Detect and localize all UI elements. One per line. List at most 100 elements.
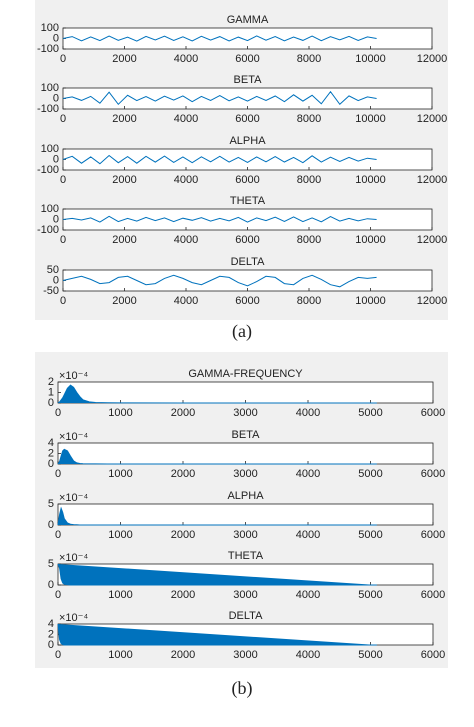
x-tick-label: 4000 bbox=[296, 468, 320, 480]
axes bbox=[57, 381, 434, 404]
axes bbox=[62, 269, 433, 292]
y-multiplier: ×10⁻⁴ bbox=[59, 370, 88, 382]
y-tick-label: 0 bbox=[53, 153, 59, 165]
x-tick-label: 8000 bbox=[297, 53, 321, 65]
signal-line bbox=[62, 274, 377, 288]
x-tick-label: 2000 bbox=[112, 53, 136, 65]
x-tick-label: 10000 bbox=[355, 113, 386, 125]
x-tick-label: 0 bbox=[55, 468, 61, 480]
x-tick-label: 12000 bbox=[417, 295, 448, 307]
y-tick-label: 1 bbox=[48, 386, 54, 398]
x-tick-label: 4000 bbox=[174, 53, 198, 65]
x-tick-label: 4000 bbox=[296, 649, 320, 661]
x-tick-label: 6000 bbox=[421, 468, 445, 480]
y-tick-label: 100 bbox=[41, 82, 59, 94]
x-tick-label: 8000 bbox=[297, 174, 321, 186]
y-multiplier: ×10⁻⁴ bbox=[59, 431, 88, 443]
x-tick-label: 6000 bbox=[421, 589, 445, 601]
y-multiplier: ×10⁻⁴ bbox=[59, 492, 88, 504]
signal-line bbox=[62, 90, 377, 106]
caption: (b) bbox=[232, 678, 253, 699]
x-tick-label: 10000 bbox=[355, 53, 386, 65]
y-tick-label: -50 bbox=[43, 285, 59, 297]
x-tick-label: 0 bbox=[55, 529, 61, 541]
x-tick-label: 2000 bbox=[112, 295, 136, 307]
axes bbox=[62, 148, 433, 171]
y-tick-label: 0 bbox=[48, 579, 54, 591]
x-tick-label: 0 bbox=[60, 174, 66, 186]
y-tick-label: 0 bbox=[53, 213, 59, 225]
x-tick-label: 6000 bbox=[235, 174, 259, 186]
y-tick-label: 50 bbox=[47, 264, 59, 276]
caption: (a) bbox=[232, 321, 252, 342]
y-tick-label: 0 bbox=[48, 519, 54, 531]
signal-line bbox=[62, 215, 377, 223]
signal-line bbox=[62, 35, 377, 42]
x-tick-label: 12000 bbox=[417, 234, 448, 246]
x-tick-label: 5000 bbox=[358, 649, 382, 661]
x-tick-label: 3000 bbox=[233, 468, 257, 480]
spectrum-area bbox=[57, 448, 377, 465]
x-tick-label: 6000 bbox=[421, 649, 445, 661]
x-tick-label: 0 bbox=[60, 234, 66, 246]
y-tick-label: -100 bbox=[37, 164, 59, 176]
signal-line bbox=[62, 154, 377, 165]
x-tick-label: 1000 bbox=[108, 468, 132, 480]
x-tick-label: 12000 bbox=[417, 174, 448, 186]
x-tick-label: 0 bbox=[55, 589, 61, 601]
axes bbox=[57, 503, 434, 526]
x-tick-label: 2000 bbox=[112, 113, 136, 125]
x-tick-label: 0 bbox=[60, 53, 66, 65]
y-tick-label: 2 bbox=[48, 447, 54, 459]
x-tick-label: 3000 bbox=[233, 407, 257, 419]
y-tick-label: 100 bbox=[41, 22, 59, 34]
y-tick-label: 0 bbox=[53, 92, 59, 104]
x-tick-label: 2000 bbox=[171, 589, 195, 601]
x-tick-label: 5000 bbox=[358, 529, 382, 541]
subplot-title: THETA bbox=[230, 195, 266, 207]
x-tick-label: 0 bbox=[60, 113, 66, 125]
spectrum-area bbox=[57, 623, 377, 646]
subplot-title: ALPHA bbox=[229, 135, 266, 147]
x-tick-label: 12000 bbox=[417, 53, 448, 65]
subplot-title: GAMMA bbox=[227, 14, 269, 26]
x-tick-label: 3000 bbox=[233, 529, 257, 541]
y-tick-label: 4 bbox=[48, 618, 54, 630]
x-tick-label: 1000 bbox=[108, 407, 132, 419]
x-tick-label: 10000 bbox=[355, 174, 386, 186]
subplot-title: GAMMA-FREQUENCY bbox=[188, 368, 303, 380]
x-tick-label: 4000 bbox=[174, 113, 198, 125]
x-tick-label: 8000 bbox=[297, 113, 321, 125]
x-tick-label: 4000 bbox=[296, 529, 320, 541]
x-tick-label: 2000 bbox=[171, 468, 195, 480]
x-tick-label: 5000 bbox=[358, 407, 382, 419]
x-tick-label: 4000 bbox=[174, 174, 198, 186]
y-tick-label: -100 bbox=[37, 103, 59, 115]
y-tick-label: 0 bbox=[48, 639, 54, 651]
x-tick-label: 0 bbox=[60, 295, 66, 307]
x-tick-label: 6000 bbox=[421, 407, 445, 419]
y-tick-label: 100 bbox=[41, 203, 59, 215]
x-tick-label: 12000 bbox=[417, 113, 448, 125]
spectrum-area bbox=[57, 563, 377, 586]
y-tick-label: 5 bbox=[48, 558, 54, 570]
subplot-title: DELTA bbox=[229, 610, 263, 622]
x-tick-label: 4000 bbox=[296, 589, 320, 601]
x-tick-label: 6000 bbox=[235, 113, 259, 125]
x-tick-label: 10000 bbox=[355, 234, 386, 246]
x-tick-label: 2000 bbox=[171, 529, 195, 541]
y-multiplier: ×10⁻⁴ bbox=[59, 552, 88, 564]
x-tick-label: 6000 bbox=[421, 529, 445, 541]
y-tick-label: 2 bbox=[48, 628, 54, 640]
x-tick-label: 2000 bbox=[112, 174, 136, 186]
x-tick-label: 6000 bbox=[235, 234, 259, 246]
x-tick-label: 4000 bbox=[296, 407, 320, 419]
axes bbox=[62, 87, 433, 110]
y-tick-label: -100 bbox=[37, 224, 59, 236]
y-multiplier: ×10⁻⁴ bbox=[59, 612, 88, 624]
subplot-title: ALPHA bbox=[227, 490, 264, 502]
x-tick-label: 4000 bbox=[174, 234, 198, 246]
spectrum-area bbox=[57, 506, 377, 526]
x-tick-label: 6000 bbox=[235, 295, 259, 307]
